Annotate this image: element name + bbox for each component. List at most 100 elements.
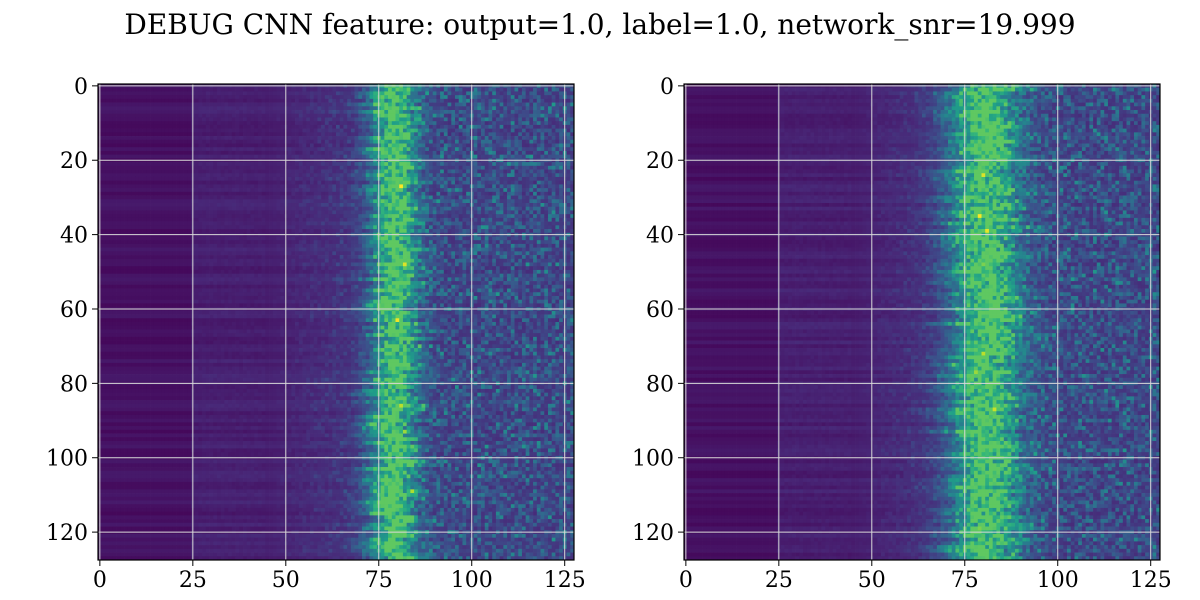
left-heatmap-cell bbox=[537, 88, 541, 92]
left-heatmap-cell bbox=[269, 218, 273, 222]
left-heatmap-cell bbox=[358, 181, 362, 185]
left-heatmap-cell bbox=[254, 95, 258, 99]
left-heatmap-cell bbox=[462, 114, 466, 118]
left-heatmap-cell bbox=[451, 222, 455, 226]
left-heatmap-cell bbox=[492, 196, 496, 200]
left-heatmap-cell bbox=[455, 125, 459, 129]
left-heatmap-cell bbox=[180, 199, 184, 203]
left-heatmap-cell bbox=[448, 129, 452, 133]
left-heatmap-cell bbox=[325, 225, 329, 229]
left-heatmap-cell bbox=[180, 188, 184, 192]
left-heatmap-cell bbox=[131, 99, 135, 103]
left-heatmap-cell bbox=[507, 106, 511, 110]
left-heatmap-cell bbox=[414, 95, 418, 99]
left-heatmap-cell bbox=[559, 125, 563, 129]
left-heatmap-cell bbox=[102, 181, 106, 185]
left-heatmap-cell bbox=[559, 121, 563, 125]
left-heatmap-cell bbox=[526, 88, 530, 92]
left-heatmap-cell bbox=[258, 147, 262, 151]
left-heatmap-cell bbox=[414, 132, 418, 136]
left-heatmap-cell bbox=[340, 114, 344, 118]
left-heatmap-cell bbox=[131, 196, 135, 200]
left-heatmap-cell bbox=[195, 136, 199, 140]
left-heatmap-cell bbox=[165, 151, 169, 155]
left-heatmap-cell bbox=[306, 170, 310, 174]
left-heatmap-cell bbox=[362, 184, 366, 188]
left-heatmap-cell bbox=[384, 95, 388, 99]
left-heatmap-cell bbox=[347, 110, 351, 114]
left-heatmap-cell bbox=[314, 88, 318, 92]
left-heatmap-cell bbox=[262, 196, 266, 200]
left-heatmap-cell bbox=[210, 222, 214, 226]
left-heatmap-cell bbox=[217, 173, 221, 177]
left-heatmap-cell bbox=[198, 117, 202, 121]
left-heatmap-cell bbox=[269, 147, 273, 151]
left-heatmap-cell bbox=[396, 147, 400, 151]
left-heatmap-cell bbox=[243, 188, 247, 192]
left-heatmap-cell bbox=[143, 199, 147, 203]
left-heatmap-cell bbox=[299, 210, 303, 214]
left-heatmap-cell bbox=[526, 177, 530, 181]
left-heatmap-cell bbox=[373, 121, 377, 125]
left-heatmap-cell bbox=[474, 203, 478, 207]
left-heatmap-cell bbox=[206, 95, 210, 99]
left-heatmap-cell bbox=[492, 144, 496, 148]
left-heatmap-cell bbox=[559, 88, 563, 92]
left-heatmap-cell bbox=[529, 203, 533, 207]
left-heatmap-cell bbox=[262, 140, 266, 144]
left-heatmap-cell bbox=[299, 203, 303, 207]
left-heatmap-cell bbox=[228, 214, 232, 218]
left-heatmap-cell bbox=[135, 147, 139, 151]
left-heatmap-cell bbox=[198, 162, 202, 166]
left-heatmap-cell bbox=[321, 140, 325, 144]
left-heatmap-cell bbox=[548, 91, 552, 95]
left-heatmap-cell bbox=[541, 222, 545, 226]
left-heatmap-cell bbox=[503, 144, 507, 148]
left-heatmap-cell bbox=[117, 184, 121, 188]
left-heatmap-cell bbox=[459, 222, 463, 226]
left-heatmap-cell bbox=[544, 155, 548, 159]
left-heatmap-cell bbox=[325, 95, 329, 99]
left-heatmap-cell bbox=[247, 103, 251, 107]
left-heatmap-cell bbox=[254, 121, 258, 125]
left-heatmap-cell bbox=[143, 121, 147, 125]
left-heatmap-cell bbox=[544, 144, 548, 148]
left-heatmap-cell bbox=[184, 181, 188, 185]
left-heatmap-cell bbox=[422, 151, 426, 155]
left-heatmap-cell bbox=[433, 177, 437, 181]
left-heatmap-cell bbox=[515, 136, 519, 140]
left-heatmap-cell bbox=[228, 147, 232, 151]
left-heatmap-cell bbox=[303, 144, 307, 148]
left-heatmap-cell bbox=[403, 210, 407, 214]
left-heatmap-cell bbox=[448, 106, 452, 110]
left-heatmap-cell bbox=[280, 162, 284, 166]
left-heatmap-cell bbox=[433, 132, 437, 136]
left-heatmap-cell bbox=[113, 203, 117, 207]
left-heatmap-cell bbox=[418, 121, 422, 125]
left-heatmap-cell bbox=[321, 91, 325, 95]
left-heatmap-cell bbox=[503, 166, 507, 170]
left-heatmap-cell bbox=[139, 91, 143, 95]
left-heatmap-cell bbox=[433, 106, 437, 110]
left-heatmap-cell bbox=[474, 117, 478, 121]
left-heatmap-cell bbox=[429, 125, 433, 129]
left-heatmap-cell bbox=[176, 121, 180, 125]
left-heatmap-cell bbox=[187, 155, 191, 159]
left-heatmap-cell bbox=[436, 181, 440, 185]
left-heatmap-cell bbox=[124, 207, 128, 211]
left-heatmap-cell bbox=[503, 173, 507, 177]
left-heatmap-cell bbox=[500, 162, 504, 166]
left-heatmap-cell bbox=[462, 188, 466, 192]
left-heatmap-cell bbox=[373, 203, 377, 207]
left-heatmap-cell bbox=[366, 192, 370, 196]
left-heatmap-cell bbox=[280, 222, 284, 226]
left-heatmap-cell bbox=[217, 207, 221, 211]
left-heatmap-cell bbox=[351, 110, 355, 114]
left-heatmap-cell bbox=[239, 88, 243, 92]
left-heatmap-cell bbox=[128, 207, 132, 211]
left-heatmap-cell bbox=[221, 117, 225, 121]
left-heatmap-cell bbox=[288, 162, 292, 166]
left-heatmap-cell bbox=[552, 181, 556, 185]
left-heatmap-cell bbox=[537, 192, 541, 196]
left-heatmap-cell bbox=[105, 99, 109, 103]
